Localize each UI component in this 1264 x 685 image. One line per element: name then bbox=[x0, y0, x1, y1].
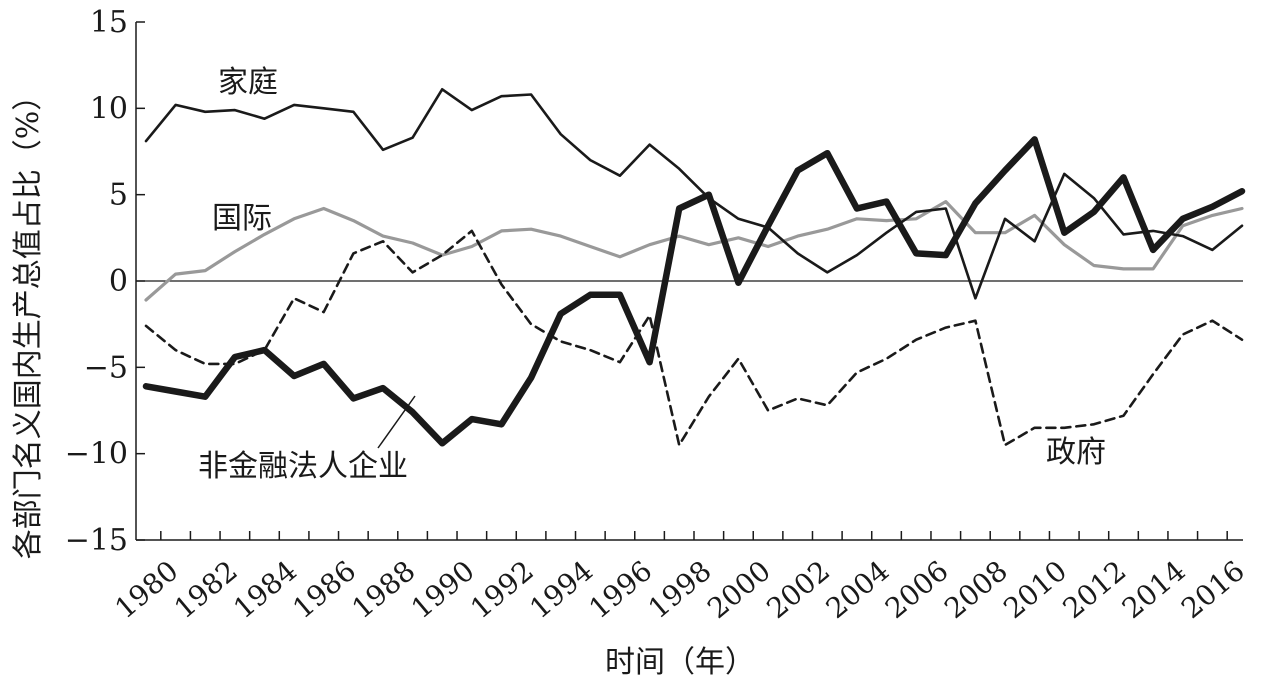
x-tick-label: 2006 bbox=[879, 554, 955, 625]
x-tick-label: 2014 bbox=[1116, 554, 1192, 625]
y-tick-label: 5 bbox=[109, 178, 128, 213]
series-label-nonfinancial-corporations: 非金融法人企业 bbox=[198, 449, 408, 484]
x-tick-label: 1988 bbox=[346, 554, 422, 625]
x-tick-label: 1982 bbox=[168, 554, 244, 625]
x-tick-label: 1994 bbox=[523, 554, 599, 625]
x-tick-label: 2004 bbox=[820, 554, 896, 625]
y-axis-title: 各部门名义国内生产总值占比（%） bbox=[11, 81, 46, 560]
x-tick-label: 2010 bbox=[997, 554, 1073, 625]
x-tick-label: 1984 bbox=[227, 554, 303, 625]
series-line-1 bbox=[144, 200, 1244, 302]
x-tick-label: 1986 bbox=[286, 554, 362, 625]
series-line-2 bbox=[142, 136, 1246, 447]
x-axis-title: 时间（年） bbox=[605, 645, 755, 680]
series-lines bbox=[142, 88, 1246, 447]
y-tick-label: 15 bbox=[90, 5, 128, 40]
series-label-international: 国际 bbox=[212, 201, 272, 236]
x-tick-label: 2002 bbox=[760, 554, 836, 625]
x-axis-ticks: 1980198219841986198819901992199419961998… bbox=[109, 531, 1251, 625]
x-tick-label: 1980 bbox=[109, 554, 185, 625]
series-line-3 bbox=[144, 229, 1244, 447]
y-tick-label: 10 bbox=[90, 91, 128, 126]
series-label-household: 家庭 bbox=[218, 65, 278, 100]
x-tick-label: 2012 bbox=[1057, 554, 1133, 625]
y-tick-label: −10 bbox=[65, 437, 128, 472]
y-tick-label: −15 bbox=[65, 523, 128, 558]
x-tick-label: 2008 bbox=[938, 554, 1014, 625]
series-line-0 bbox=[144, 88, 1244, 300]
series-label-leader bbox=[377, 395, 416, 449]
x-tick-label: 1992 bbox=[464, 554, 540, 625]
y-axis-ticks: 15 10 5 0 −5 −10 −15 bbox=[65, 5, 145, 558]
y-tick-label: −5 bbox=[84, 350, 128, 385]
x-tick-label: 2000 bbox=[701, 554, 777, 625]
y-tick-label: 0 bbox=[109, 264, 128, 299]
x-tick-label: 1998 bbox=[642, 554, 718, 625]
x-tick-label: 1996 bbox=[583, 554, 659, 625]
x-tick-label: 2016 bbox=[1175, 554, 1251, 625]
x-tick-label: 1990 bbox=[405, 554, 481, 625]
series-label-government: 政府 bbox=[1046, 435, 1106, 470]
